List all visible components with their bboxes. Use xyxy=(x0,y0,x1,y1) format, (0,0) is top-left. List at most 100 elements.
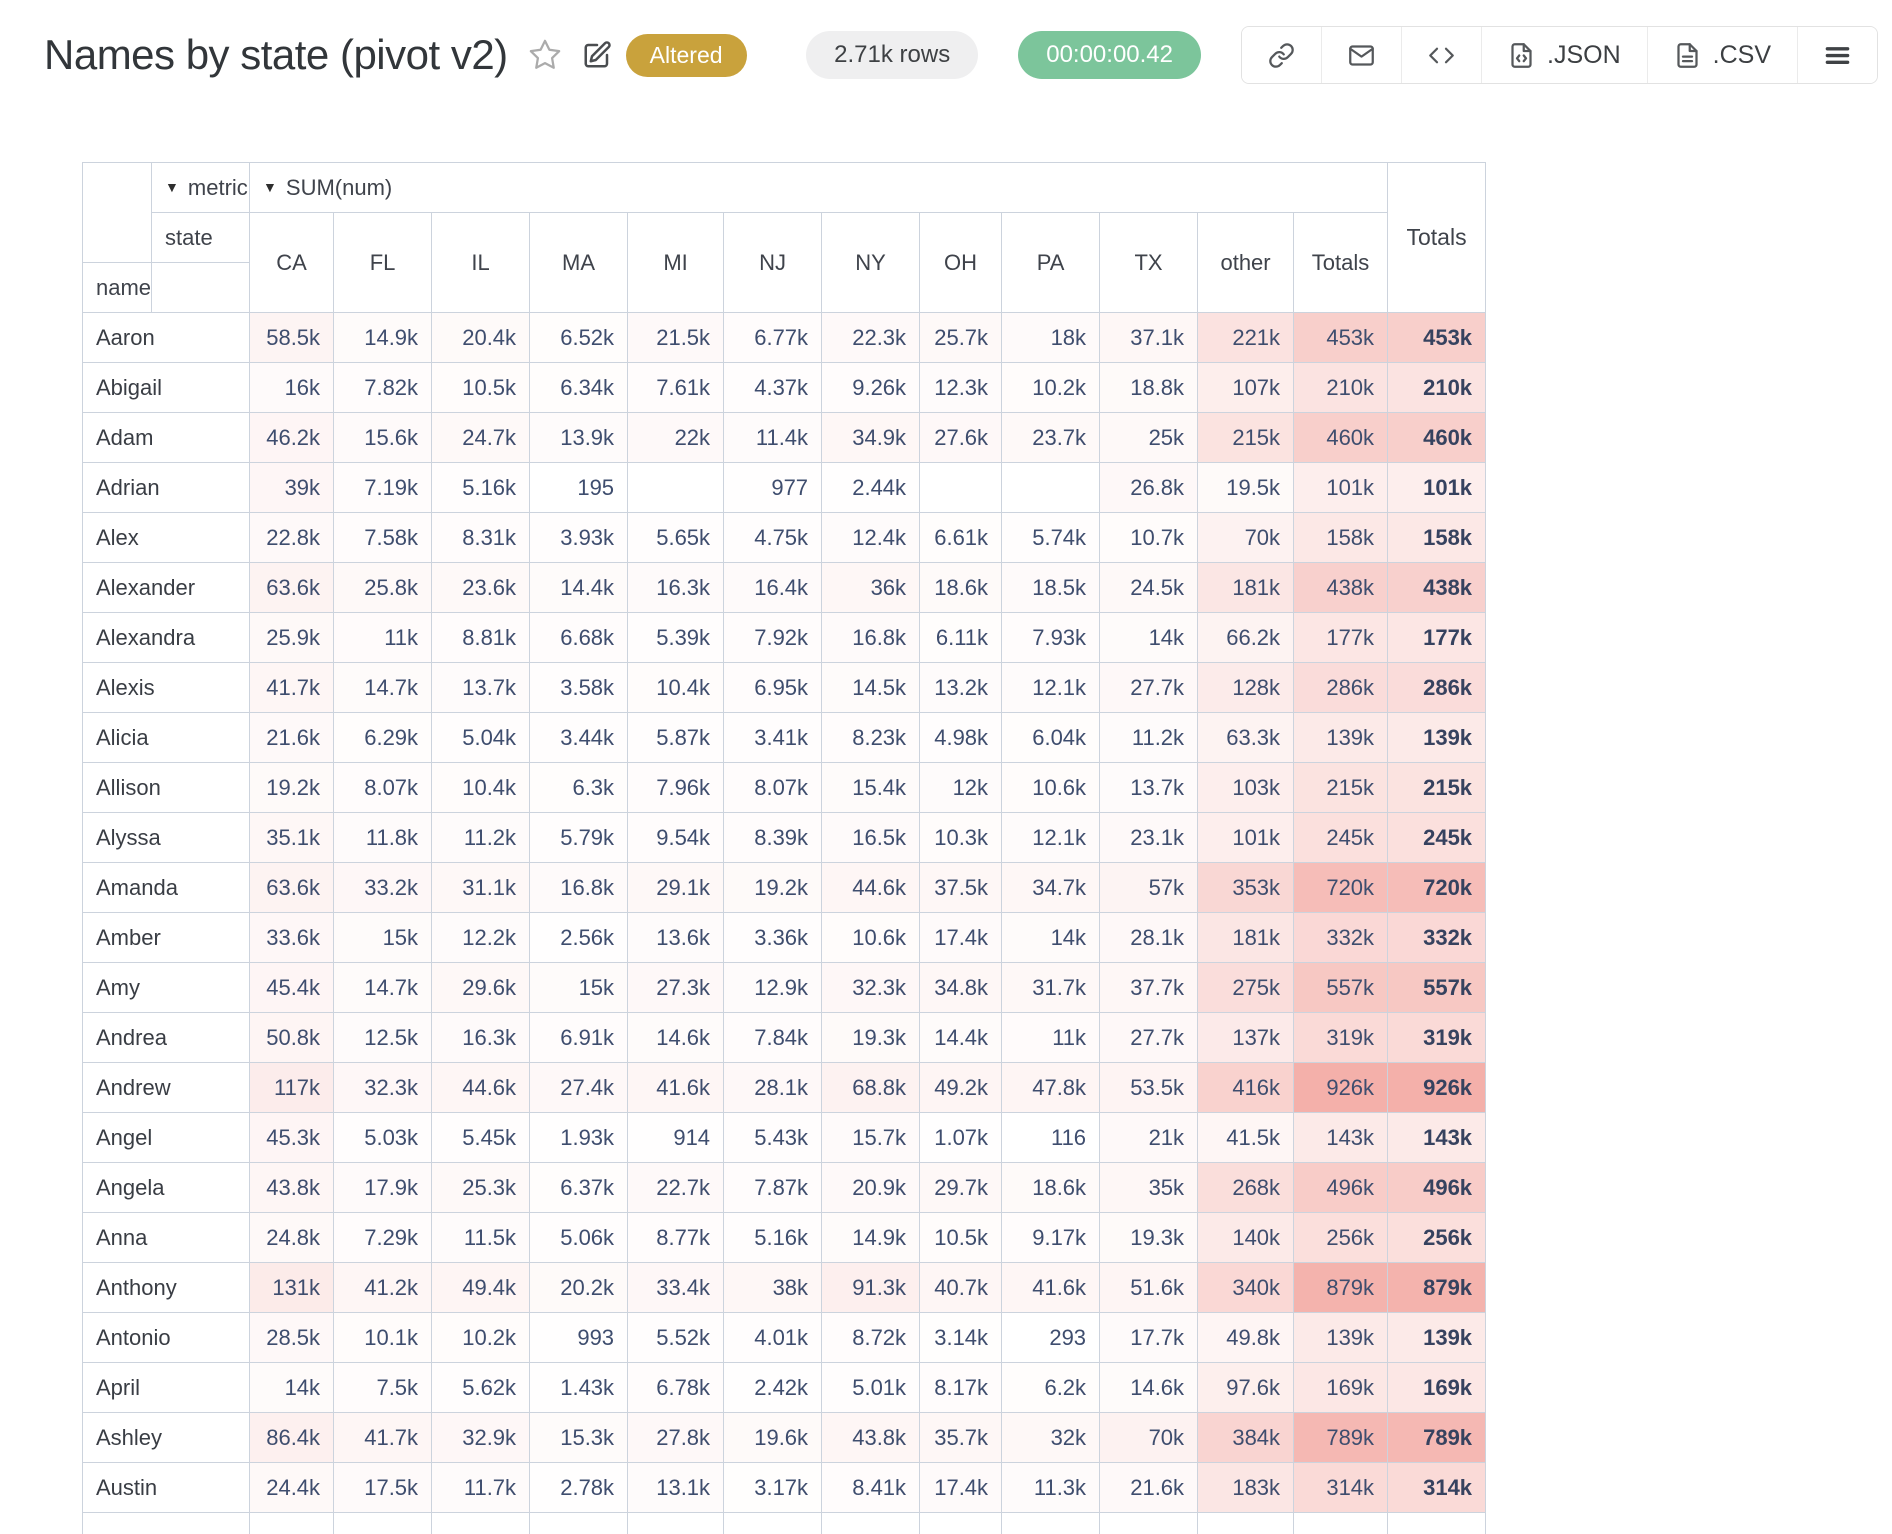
page-title: Names by state (pivot v2) xyxy=(44,31,508,78)
table-row: Amy 45.4k 14.7k 29.6k 15k 27.3k 12.9k 32.3k 34.8… xyxy=(81,962,1487,1013)
pivot-cell: 8.17k xyxy=(919,1362,1003,1413)
table-row: Anthony 131k 41.2k 49.4k 20.2k 33.4k 38k 91.3k 4… xyxy=(81,1262,1487,1313)
pivot-cell: 5.16k xyxy=(723,1212,823,1263)
pivot-cell: 10.2k xyxy=(1001,362,1101,413)
pivot-cell: 268k xyxy=(1197,1162,1295,1213)
pivot-cell: 5.65k xyxy=(627,512,725,563)
row-count-badge: 2.71k rows xyxy=(806,31,979,79)
json-button-label: .JSON xyxy=(1547,40,1621,69)
pivot-cell: 14.4k xyxy=(529,562,629,613)
pivot-table: ▼ metric ▼ SUM(num) Totals state CA FL IL MA M… xyxy=(81,162,1487,1534)
pivot-cell: 14.4k xyxy=(919,1012,1003,1063)
row-label: Andrew xyxy=(81,1062,251,1113)
pivot-cell: 10.6k xyxy=(821,912,921,963)
pivot-cell: 58.5k xyxy=(249,312,335,363)
metric-value-dropdown[interactable]: ▼ SUM(num) xyxy=(249,162,1389,213)
pivot-cell: 496k xyxy=(1293,1162,1389,1213)
pivot-cell: 5.16k xyxy=(431,462,531,513)
more-options-button[interactable] xyxy=(1797,27,1877,83)
pivot-cell: 37.5k xyxy=(919,862,1003,913)
pivot-cell: 34.7k xyxy=(1001,862,1101,913)
pivot-cell: 8.72k xyxy=(821,1312,921,1363)
table-row: Ashley 86.4k 41.7k 32.9k 15.3k 27.8k 19.6k 43.8… xyxy=(81,1412,1487,1463)
pivot-cell: 15k xyxy=(529,962,629,1013)
column-header-fl: FL xyxy=(333,212,433,313)
pivot-cell: 51.6k xyxy=(1099,1262,1199,1313)
pivot-cell: 7.93k xyxy=(1001,612,1101,663)
pivot-cell: 11.3k xyxy=(1001,1462,1101,1513)
pivot-cell: 66.2k xyxy=(1197,612,1295,663)
pivot-cell: 41.6k xyxy=(1001,1262,1101,1313)
pivot-cell: 24.7k xyxy=(431,412,531,463)
pivot-cell: 8.39k xyxy=(723,812,823,863)
pivot-cell: 18.8k xyxy=(1099,362,1199,413)
grand-total-cell: 139k xyxy=(1387,712,1487,763)
grand-total-cell: 169k xyxy=(1387,1362,1487,1413)
pivot-cell: 13.6k xyxy=(627,912,725,963)
pivot-cell: 6.37k xyxy=(529,1162,629,1213)
row-label: Adrian xyxy=(81,462,251,513)
pivot-cell: 879k xyxy=(1293,1262,1389,1313)
pivot-cell: 103k xyxy=(1197,762,1295,813)
pivot-cell: 44.6k xyxy=(821,862,921,913)
row-label: Adam xyxy=(81,412,251,463)
pivot-cell: 20.9k xyxy=(821,1162,921,1213)
grand-total-cell: 286k xyxy=(1387,662,1487,713)
pivot-cell: 10.3k xyxy=(919,812,1003,863)
table-row: Antonio 28.5k 10.1k 10.2k 993 5.52k 4.01k 8.72k… xyxy=(81,1312,1487,1363)
pivot-cell xyxy=(1293,1512,1389,1534)
pivot-cell: 6.2k xyxy=(1001,1362,1101,1413)
pivot-cell: 12.5k xyxy=(333,1012,433,1063)
pivot-cell: 14.6k xyxy=(1099,1362,1199,1413)
export-toolbar: .JSON .CSV xyxy=(1241,26,1878,84)
pivot-cell: 11.7k xyxy=(431,1462,531,1513)
pivot-cell: 5.43k xyxy=(723,1112,823,1163)
pivot-cell: 5.45k xyxy=(431,1112,531,1163)
pivot-cell: 41.2k xyxy=(333,1262,433,1313)
pivot-cell: 38k xyxy=(723,1262,823,1313)
pivot-cell: 140k xyxy=(1197,1212,1295,1263)
pivot-cell: 27.7k xyxy=(1099,1012,1199,1063)
row-label: Alyssa xyxy=(81,812,251,863)
row-label: Amber xyxy=(81,912,251,963)
pivot-cell: 63.6k xyxy=(249,562,335,613)
email-button[interactable] xyxy=(1321,27,1402,83)
pivot-cell: 195 xyxy=(529,462,629,513)
pivot-cell: 18.5k xyxy=(1001,562,1101,613)
column-header-ma: MA xyxy=(529,212,629,313)
table-row: Alexandra 25.9k 11k 8.81k 6.68k 5.39k 7.92k 16.… xyxy=(81,612,1487,663)
pivot-cell: 1.93k xyxy=(529,1112,629,1163)
grand-total-cell: 453k xyxy=(1387,312,1487,363)
metric-dropdown[interactable]: ▼ metric xyxy=(151,162,251,213)
grand-total-cell: 101k xyxy=(1387,462,1487,513)
table-row: Angel 45.3k 5.03k 5.45k 1.93k 914 5.43k 15.7k 1.… xyxy=(81,1112,1487,1163)
pivot-cell: 143k xyxy=(1293,1112,1389,1163)
favorite-star-button[interactable] xyxy=(528,38,562,72)
pivot-cell: 13.9k xyxy=(529,412,629,463)
download-json-button[interactable]: .JSON xyxy=(1481,27,1647,83)
pivot-cell: 7.84k xyxy=(723,1012,823,1063)
download-csv-button[interactable]: .CSV xyxy=(1646,27,1797,83)
pivot-cell: 183k xyxy=(1197,1462,1295,1513)
pivot-cell: 10.4k xyxy=(627,662,725,713)
share-link-button[interactable] xyxy=(1242,27,1322,83)
embed-code-button[interactable] xyxy=(1401,27,1482,83)
pivot-cell: 12k xyxy=(919,762,1003,813)
pivot-cell: 11.8k xyxy=(333,812,433,863)
pivot-cell: 33.6k xyxy=(249,912,335,963)
grand-total-cell: 496k xyxy=(1387,1162,1487,1213)
row-label: Andrea xyxy=(81,1012,251,1063)
pivot-cell: 5.62k xyxy=(431,1362,531,1413)
pivot-cell: 221k xyxy=(1197,312,1295,363)
pivot-cell: 29.1k xyxy=(627,862,725,913)
pivot-cell: 5.06k xyxy=(529,1212,629,1263)
edit-name-button[interactable] xyxy=(582,40,612,70)
pivot-cell: 11k xyxy=(1001,1012,1101,1063)
pivot-cell: 11k xyxy=(333,612,433,663)
grand-total-cell xyxy=(1387,1512,1487,1534)
pivot-cell xyxy=(1001,462,1101,513)
pivot-cell: 17.9k xyxy=(333,1162,433,1213)
pivot-cell: 12.1k xyxy=(1001,662,1101,713)
table-row: Anna 24.8k 7.29k 11.5k 5.06k 8.77k 5.16k 14.9k 1… xyxy=(81,1212,1487,1263)
